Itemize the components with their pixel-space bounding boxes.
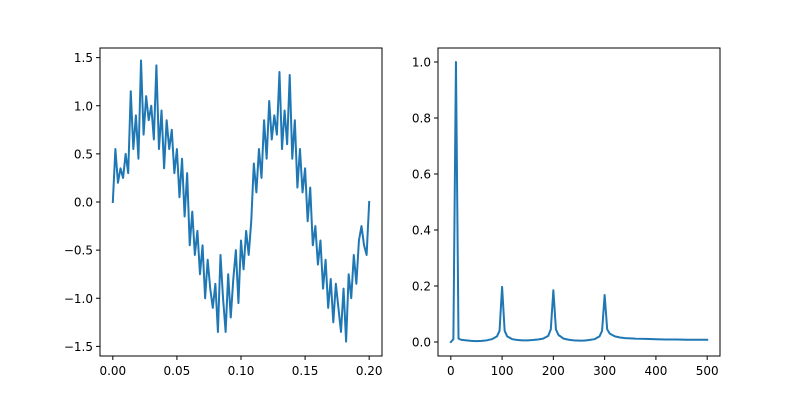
time-plot-y-tick-label: 0.0	[74, 196, 93, 210]
spectrum-plot-y-tick-label: 0.2	[412, 280, 431, 294]
time-plot-x-ticks: 0.00 0.05 0.10 0.15 0.20	[99, 356, 383, 378]
spectrum-plot-frame	[437, 47, 721, 357]
time-plot-y-tick-label: −0.5	[64, 244, 93, 258]
spectrum-plot-x-tick-label: 400	[644, 364, 667, 378]
time-plot-x-tick-label: 0.10	[228, 364, 255, 378]
spectrum-plot-y-tick-label: 0.8	[412, 112, 431, 126]
spectrum-plot-x-ticks: 0 100 200 300 400 500	[447, 356, 719, 378]
time-plot-x-tick-label: 0.00	[99, 364, 126, 378]
spectrum-line	[449, 61, 709, 344]
spectrum-plot-x-tick-label: 500	[696, 364, 719, 378]
spectrum-plot-y-ticks: 0.0 0.2 0.4 0.6 0.8 1.0	[412, 56, 438, 350]
time-signal-line	[111, 59, 371, 343]
time-plot-x-tick-label: 0.20	[356, 364, 383, 378]
time-plot-y-tick-label: 1.0	[74, 99, 93, 113]
spectrum-plot-y-tick-label: 0.4	[412, 224, 431, 238]
spectrum-plot-y-tick-label: 1.0	[412, 56, 431, 70]
spectrum-plot-y-tick-label: 0.6	[412, 168, 431, 182]
frequency-spectrum-plot: 0 100 200 300 400 500 0.0 0.2 0.4 0.6 0.8 1.0	[412, 47, 721, 378]
spectrum-plot-x-tick-label: 100	[491, 364, 514, 378]
time-plot-x-tick-label: 0.05	[164, 364, 191, 378]
spectrum-plot-x-tick-label: 200	[542, 364, 565, 378]
spectrum-plot-y-tick-label: 0.0	[412, 336, 431, 350]
time-plot-y-tick-label: 1.5	[74, 51, 93, 65]
time-plot-x-tick-label: 0.15	[292, 364, 319, 378]
time-plot-y-ticks: −1.5 −1.0 −0.5 0.0 0.5 1.0 1.5	[64, 51, 100, 354]
time-domain-plot: 0.00 0.05 0.10 0.15 0.20 −1.5 −1.0 −0.5 0.0 0.5 1…	[64, 47, 383, 378]
time-plot-y-tick-label: 0.5	[74, 147, 93, 161]
time-plot-y-tick-label: −1.0	[64, 292, 93, 306]
spectrum-plot-x-tick-label: 300	[593, 364, 616, 378]
time-plot-y-tick-label: −1.5	[64, 340, 93, 354]
spectrum-plot-x-tick-label: 0	[447, 364, 455, 378]
